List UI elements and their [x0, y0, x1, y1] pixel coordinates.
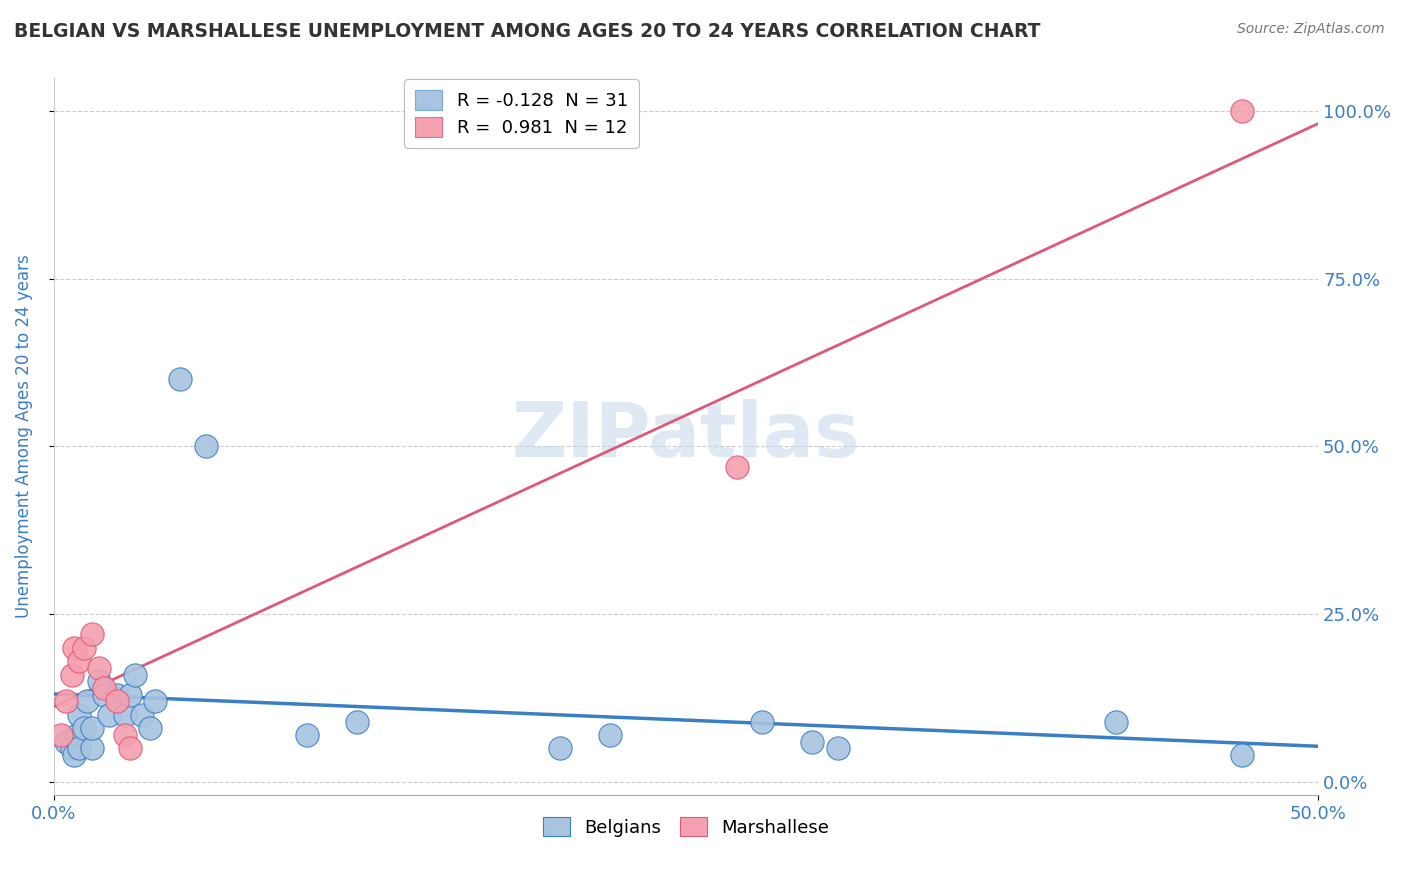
Point: [725, 459, 748, 474]
Point: [548, 741, 571, 756]
Point: [346, 714, 368, 729]
Point: [89, 674, 111, 689]
Text: Source: ZipAtlas.com: Source: ZipAtlas.com: [1237, 22, 1385, 37]
Point: [295, 728, 318, 742]
Point: [93, 688, 115, 702]
Text: ZIPatlas: ZIPatlas: [512, 400, 860, 474]
Point: [67, 741, 90, 756]
Point: [124, 667, 146, 681]
Point: [105, 688, 128, 702]
Point: [73, 721, 96, 735]
Point: [114, 707, 136, 722]
Point: [1232, 103, 1254, 118]
Point: [55, 694, 77, 708]
Point: [76, 694, 98, 708]
Point: [131, 707, 153, 722]
Point: [118, 688, 141, 702]
Point: [63, 748, 86, 763]
Point: [93, 681, 115, 695]
Point: [143, 694, 166, 708]
Point: [51, 728, 73, 742]
Point: [55, 735, 77, 749]
Point: [80, 741, 103, 756]
Point: [118, 741, 141, 756]
Point: [98, 707, 121, 722]
Point: [751, 714, 773, 729]
Point: [80, 627, 103, 641]
Point: [1105, 714, 1128, 729]
Point: [599, 728, 621, 742]
Text: BELGIAN VS MARSHALLESE UNEMPLOYMENT AMONG AGES 20 TO 24 YEARS CORRELATION CHART: BELGIAN VS MARSHALLESE UNEMPLOYMENT AMON…: [14, 22, 1040, 41]
Point: [827, 741, 849, 756]
Point: [65, 728, 87, 742]
Point: [169, 372, 191, 386]
Point: [89, 661, 111, 675]
Y-axis label: Unemployment Among Ages 20 to 24 years: Unemployment Among Ages 20 to 24 years: [15, 254, 32, 618]
Point: [67, 654, 90, 668]
Point: [105, 694, 128, 708]
Point: [60, 741, 83, 756]
Point: [63, 640, 86, 655]
Point: [60, 667, 83, 681]
Point: [1232, 748, 1254, 763]
Point: [114, 728, 136, 742]
Point: [139, 721, 162, 735]
Point: [73, 640, 96, 655]
Point: [67, 707, 90, 722]
Point: [801, 735, 824, 749]
Point: [80, 721, 103, 735]
Point: [194, 440, 217, 454]
Legend: Belgians, Marshallese: Belgians, Marshallese: [536, 809, 837, 844]
